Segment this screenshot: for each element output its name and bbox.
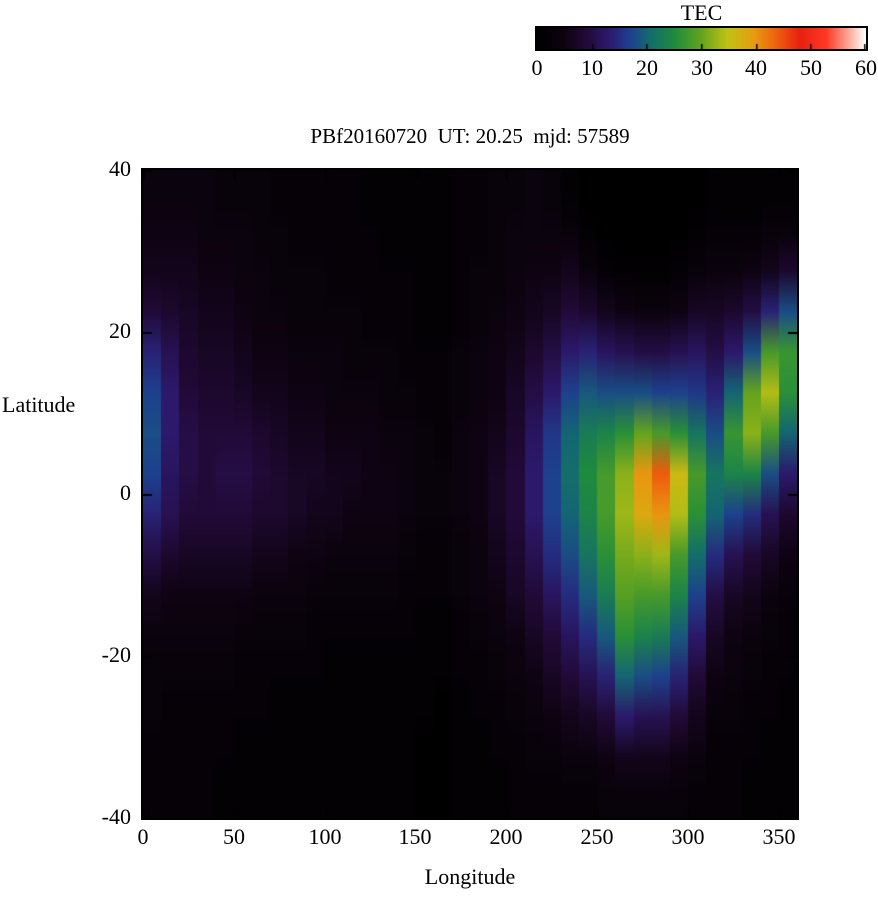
x-axis-label: Longitude: [424, 864, 516, 889]
colorbar-tick-20: 20: [636, 55, 658, 80]
y-tick--40: -40: [101, 804, 131, 829]
x-tick-350: 350: [762, 824, 796, 849]
colorbar-tick-50: 50: [800, 55, 822, 80]
colorbar-tick-10: 10: [581, 55, 603, 80]
x-tick-150: 150: [398, 824, 432, 849]
y-tick-0: 0: [120, 480, 131, 505]
colorbar-tick-0: 0: [531, 55, 543, 80]
x-tick-0: 0: [137, 824, 149, 849]
plot-title: PBf20160720 UT: 20.25 mjd: 57589: [310, 124, 630, 148]
plot-border: [141, 168, 799, 820]
y-tick-40: 40: [109, 156, 131, 181]
colorbar-tick-60: 60: [855, 55, 877, 80]
colorbar-tick-40: 40: [745, 55, 767, 80]
heatmap-canvas: [143, 170, 797, 818]
colorbar-label: TEC: [680, 0, 723, 25]
y-tick-20: 20: [109, 318, 131, 343]
y-axis-label: Latitude: [2, 392, 76, 417]
colorbar-gradient: [537, 28, 866, 49]
x-tick-200: 200: [489, 824, 523, 849]
x-tick-300: 300: [671, 824, 705, 849]
x-tick-100: 100: [308, 824, 342, 849]
colorbar: [535, 26, 868, 51]
y-tick--20: -20: [101, 642, 131, 667]
x-tick-250: 250: [580, 824, 614, 849]
colorbar-tick-30: 30: [691, 55, 713, 80]
x-tick-50: 50: [223, 824, 245, 849]
